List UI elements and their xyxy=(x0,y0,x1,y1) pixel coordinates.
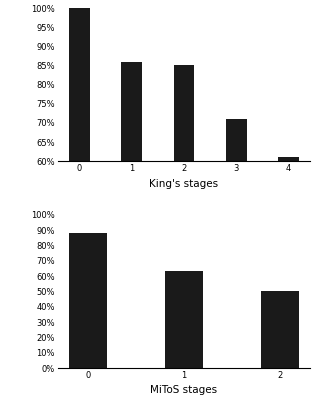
X-axis label: King's stages: King's stages xyxy=(149,178,219,188)
Bar xyxy=(226,119,247,391)
Bar xyxy=(278,157,299,391)
Bar xyxy=(260,292,299,368)
Bar xyxy=(173,66,195,391)
Bar xyxy=(165,272,203,368)
Bar xyxy=(121,62,142,391)
Bar xyxy=(69,8,90,391)
X-axis label: MiToS stages: MiToS stages xyxy=(150,385,218,395)
Bar xyxy=(69,233,108,368)
